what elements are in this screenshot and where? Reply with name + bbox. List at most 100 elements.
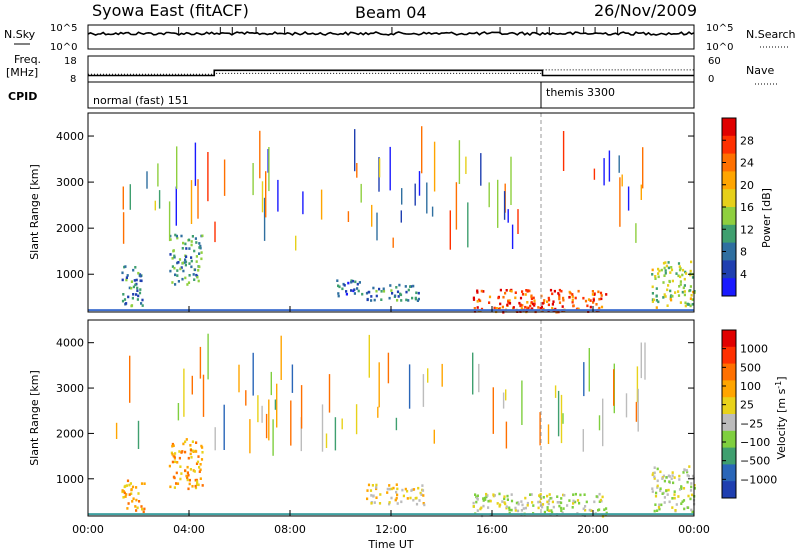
data-cell xyxy=(191,440,194,443)
data-cell xyxy=(396,493,399,497)
data-cell xyxy=(583,493,586,496)
data-cell xyxy=(370,295,373,298)
data-cell xyxy=(130,492,133,495)
data-cell xyxy=(190,243,193,247)
data-cell xyxy=(189,444,192,447)
data-cell xyxy=(599,291,603,295)
data-cell xyxy=(388,487,391,491)
data-cell xyxy=(598,508,601,511)
data-streak xyxy=(378,362,380,408)
nsky-tick-bottom-right: 10^0 xyxy=(706,42,733,53)
data-cell xyxy=(665,264,668,268)
data-cell xyxy=(395,286,398,289)
data-cell xyxy=(657,272,660,275)
data-streak xyxy=(252,352,254,396)
data-streak xyxy=(505,421,508,449)
colorbar-frame xyxy=(721,329,737,499)
colorbar-cell xyxy=(722,278,736,297)
data-streak xyxy=(562,131,565,171)
data-cell xyxy=(482,497,485,500)
data-cell xyxy=(558,501,561,504)
data-cell xyxy=(521,293,525,296)
data-streak xyxy=(214,427,216,451)
data-cell xyxy=(367,290,370,294)
data-cell xyxy=(482,499,485,502)
data-cell xyxy=(388,502,391,506)
data-cell xyxy=(411,488,414,491)
data-cell xyxy=(190,456,193,459)
data-cell xyxy=(184,276,187,280)
data-cell xyxy=(558,297,561,301)
data-cell xyxy=(190,259,193,263)
data-cell xyxy=(138,274,141,277)
data-cell xyxy=(577,289,580,293)
data-cell xyxy=(386,487,389,491)
data-cell xyxy=(132,497,135,500)
data-cell xyxy=(663,501,666,504)
data-cell xyxy=(670,266,673,269)
data-cell xyxy=(679,283,682,286)
data-cell xyxy=(176,482,180,485)
data-cell xyxy=(136,289,139,292)
data-streak xyxy=(223,404,225,450)
data-cell xyxy=(198,252,201,255)
data-cell xyxy=(659,487,662,490)
colorbar-cell xyxy=(722,430,736,449)
data-cell xyxy=(542,307,545,311)
data-cell xyxy=(379,493,382,496)
data-cell xyxy=(135,486,138,489)
data-cell xyxy=(200,458,204,461)
data-cell xyxy=(195,255,198,258)
data-cell xyxy=(135,293,138,296)
data-cell xyxy=(143,507,146,511)
data-cell xyxy=(672,481,675,485)
data-cell xyxy=(510,289,513,293)
data-cell xyxy=(653,466,656,469)
data-cell xyxy=(174,233,177,237)
data-cell xyxy=(682,499,686,502)
data-cell xyxy=(651,285,654,289)
data-cell xyxy=(417,486,420,490)
data-cell xyxy=(200,251,203,254)
data-cell xyxy=(396,290,400,294)
data-cell xyxy=(584,299,588,303)
data-cell xyxy=(496,502,499,505)
data-cell xyxy=(127,502,130,505)
data-cell xyxy=(568,296,571,299)
data-streak xyxy=(268,147,270,192)
data-cell xyxy=(341,287,344,291)
data-cell xyxy=(125,276,128,279)
data-cell xyxy=(492,493,495,496)
data-cell xyxy=(667,261,670,264)
data-cell xyxy=(671,497,674,500)
nsky-series-line xyxy=(87,31,695,37)
data-cell xyxy=(350,289,353,292)
data-streak xyxy=(427,368,429,383)
velocity-colorbar-label: Velocity [m s-1] xyxy=(774,376,788,459)
data-cell xyxy=(353,288,356,291)
data-cell xyxy=(683,290,686,293)
data-streak xyxy=(377,406,379,418)
data-streak xyxy=(619,177,621,227)
data-cell xyxy=(681,268,685,272)
nsky-tick-bottom-left: 10^0 xyxy=(50,42,77,53)
data-cell xyxy=(493,306,496,310)
data-cell xyxy=(200,444,203,448)
data-cell xyxy=(169,238,172,241)
data-cell xyxy=(530,493,533,496)
data-cell xyxy=(670,477,673,480)
data-cell xyxy=(582,296,585,300)
data-streak xyxy=(261,405,263,423)
data-cell xyxy=(125,278,128,282)
data-cell xyxy=(547,303,550,307)
colorbar-tick-label: 24 xyxy=(740,157,754,170)
data-cell xyxy=(605,507,608,510)
cpid-label: CPID xyxy=(8,90,37,103)
data-cell xyxy=(654,494,658,498)
data-cell xyxy=(689,497,692,501)
data-cell xyxy=(409,285,412,288)
data-cell xyxy=(530,301,533,304)
data-cell xyxy=(551,511,554,514)
data-cell xyxy=(541,302,544,305)
data-cell xyxy=(562,298,565,302)
